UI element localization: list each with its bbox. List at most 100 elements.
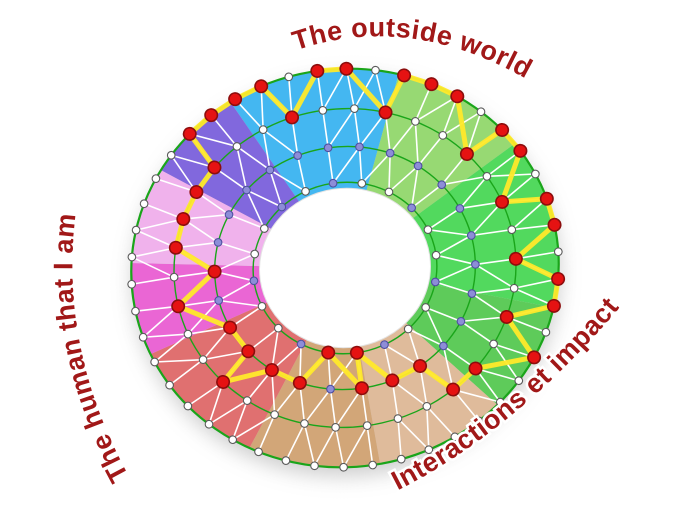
node[interactable] [277, 202, 287, 212]
red-node[interactable] [176, 212, 191, 227]
node[interactable] [422, 402, 432, 411]
red-node[interactable] [508, 251, 523, 266]
node[interactable] [507, 225, 517, 235]
red-node[interactable] [171, 299, 186, 314]
node[interactable] [514, 376, 524, 386]
node[interactable] [151, 174, 161, 183]
red-node[interactable] [182, 126, 197, 141]
red-node[interactable] [495, 194, 510, 209]
node[interactable] [204, 419, 214, 429]
node[interactable] [339, 462, 348, 472]
red-node[interactable] [264, 363, 279, 378]
node[interactable] [456, 317, 466, 326]
node[interactable] [232, 142, 242, 151]
red-node[interactable] [551, 271, 566, 286]
red-node[interactable] [216, 374, 231, 389]
node[interactable] [198, 355, 208, 364]
red-node[interactable] [468, 361, 483, 376]
node[interactable] [396, 454, 406, 464]
node[interactable] [270, 410, 279, 419]
red-node[interactable] [495, 122, 510, 137]
node[interactable] [273, 323, 283, 333]
node[interactable] [328, 178, 338, 188]
red-node[interactable] [254, 79, 269, 94]
node[interactable] [371, 65, 380, 75]
red-node[interactable] [397, 68, 412, 83]
red-node[interactable] [241, 344, 256, 359]
node[interactable] [127, 252, 137, 262]
node[interactable] [474, 416, 484, 426]
node[interactable] [355, 142, 364, 152]
node[interactable] [423, 225, 433, 235]
node[interactable] [393, 414, 403, 423]
red-node[interactable] [446, 382, 461, 397]
node[interactable] [214, 296, 224, 305]
node[interactable] [318, 105, 328, 115]
red-node[interactable] [354, 381, 369, 396]
node[interactable] [413, 161, 423, 171]
node[interactable] [296, 339, 306, 349]
node[interactable] [139, 199, 149, 209]
node[interactable] [421, 303, 431, 312]
red-node[interactable] [513, 143, 528, 158]
node[interactable] [350, 104, 359, 113]
red-node[interactable] [285, 110, 300, 125]
node[interactable] [165, 380, 174, 390]
node[interactable] [385, 148, 395, 158]
node[interactable] [424, 445, 434, 455]
node[interactable] [169, 272, 179, 282]
node[interactable] [257, 301, 267, 311]
node[interactable] [411, 117, 420, 126]
node[interactable] [228, 435, 238, 445]
red-node[interactable] [292, 375, 307, 390]
node[interactable] [258, 125, 268, 134]
node[interactable] [281, 456, 291, 465]
node[interactable] [438, 131, 448, 140]
node[interactable] [213, 238, 223, 247]
red-node[interactable] [539, 191, 554, 206]
node[interactable] [323, 143, 333, 153]
node[interactable] [368, 460, 378, 470]
red-node[interactable] [349, 345, 364, 360]
node[interactable] [138, 332, 148, 342]
node[interactable] [439, 341, 448, 351]
node[interactable] [249, 276, 259, 286]
node[interactable] [326, 384, 335, 394]
node[interactable] [242, 396, 252, 405]
red-node[interactable] [321, 345, 336, 360]
red-node[interactable] [413, 359, 428, 374]
red-node[interactable] [228, 92, 243, 107]
red-node[interactable] [385, 373, 400, 388]
red-node[interactable] [339, 61, 354, 76]
red-node[interactable] [378, 105, 393, 120]
node[interactable] [450, 432, 460, 442]
node[interactable] [437, 180, 447, 190]
node[interactable] [509, 283, 519, 293]
red-node[interactable] [223, 320, 238, 335]
node[interactable] [127, 279, 137, 289]
node[interactable] [541, 327, 551, 337]
node[interactable] [495, 397, 505, 407]
node[interactable] [362, 421, 372, 431]
node[interactable] [380, 340, 389, 350]
red-node[interactable] [168, 240, 183, 255]
red-node[interactable] [207, 264, 222, 279]
node[interactable] [300, 419, 309, 428]
node[interactable] [265, 165, 275, 175]
node[interactable] [284, 72, 294, 82]
node[interactable] [466, 231, 476, 240]
node[interactable] [301, 186, 310, 196]
red-node[interactable] [424, 77, 439, 92]
node[interactable] [150, 357, 159, 367]
red-node[interactable] [547, 217, 562, 232]
node[interactable] [384, 187, 394, 197]
node[interactable] [224, 210, 234, 219]
red-node[interactable] [189, 185, 204, 200]
node[interactable] [467, 289, 477, 298]
node[interactable] [293, 151, 303, 160]
red-node[interactable] [499, 309, 514, 324]
red-node[interactable] [207, 160, 222, 175]
node[interactable] [131, 306, 140, 316]
red-node[interactable] [450, 89, 465, 104]
node[interactable] [482, 172, 492, 181]
